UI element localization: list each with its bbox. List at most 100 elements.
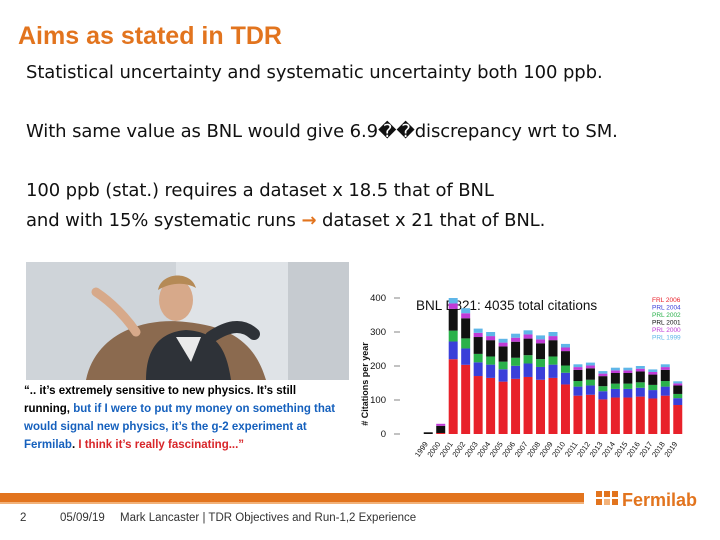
legend-entry: PRL 2000 — [652, 327, 681, 334]
bar-segment — [635, 371, 645, 383]
bar-segment — [473, 332, 483, 338]
bar-segment — [523, 334, 533, 339]
bar-segment — [498, 381, 508, 434]
logo-text: Fermilab — [622, 490, 697, 510]
bar-segment — [536, 339, 546, 344]
bar-segment — [635, 366, 645, 369]
bar-segment — [536, 343, 546, 360]
bar-segment — [560, 343, 570, 348]
bar-segment — [473, 337, 483, 354]
bar-segment — [585, 394, 595, 434]
bar-segment — [673, 381, 683, 384]
bar-segment — [648, 374, 658, 385]
bar-segment — [486, 340, 496, 357]
bar-segment — [660, 381, 670, 387]
legend-entry: PRL 2004 — [652, 305, 681, 312]
bar-segment — [585, 368, 595, 380]
bar-segment — [461, 348, 471, 365]
bar-segment — [660, 364, 670, 368]
bar-segment — [573, 395, 583, 434]
bar-segment — [436, 432, 446, 434]
bar-segment — [560, 347, 570, 352]
bar-segment — [610, 370, 620, 374]
bar-segment — [585, 385, 595, 395]
bar-segment — [648, 384, 658, 391]
bar-segment — [461, 308, 471, 314]
bar-segment — [461, 364, 471, 434]
bar-segment — [448, 303, 458, 309]
bar-segment — [560, 384, 570, 434]
quote-part-4: I think it’s really fascinating...” — [78, 439, 245, 451]
bar-segment — [598, 371, 608, 374]
bar-segment — [548, 332, 558, 337]
bar-segment — [536, 379, 546, 434]
bar-segment — [623, 367, 633, 371]
bar-segment — [660, 367, 670, 370]
bar-segment — [573, 364, 583, 368]
footer-bar — [0, 493, 584, 502]
bar-segment — [448, 341, 458, 360]
bar-segment — [436, 425, 446, 433]
citations-chart-svg: BNL E821: 4035 total citations # Citatio… — [360, 293, 683, 459]
bar-segment — [598, 391, 608, 400]
bar-segment — [560, 351, 570, 366]
bar-segment — [598, 386, 608, 392]
quote-part-1: “.. it’s extremely sensitive to new phys… — [24, 385, 297, 415]
bar-segment — [511, 333, 521, 338]
bar-segment — [473, 362, 483, 377]
bar-segment — [573, 369, 583, 382]
bar-segment — [548, 340, 558, 357]
bar-segment — [511, 378, 521, 434]
bar-segment — [548, 377, 558, 434]
bar-segment — [648, 398, 658, 434]
bar-segment — [598, 376, 608, 387]
bar-segment — [461, 338, 471, 349]
y-tick-label: 300 — [370, 327, 386, 338]
y-tick-label: 400 — [370, 293, 386, 304]
bar-segment — [523, 338, 533, 356]
bar-segment — [511, 357, 521, 366]
bar-segment — [511, 341, 521, 358]
bar-segment — [635, 387, 645, 397]
bar-segment — [448, 308, 458, 331]
bar-segment — [523, 355, 533, 364]
legend-entry: FRL 2006 — [652, 297, 681, 304]
bar-segment — [623, 370, 633, 374]
bar-segment — [610, 373, 620, 384]
text-line-4: and with 15% systematic runs → dataset x… — [26, 210, 545, 231]
bar-segment — [648, 369, 658, 372]
bar-segment — [573, 367, 583, 370]
bar-segment — [560, 372, 570, 385]
right-arrow-icon: → — [301, 210, 317, 231]
bar-segment — [498, 369, 508, 382]
bar-segment — [635, 382, 645, 388]
footer-date: 05/09/19 — [60, 512, 105, 524]
bar-segment — [573, 381, 583, 387]
bar-segment — [648, 371, 658, 375]
text-line-1: Statistical uncertainty and systematic u… — [26, 62, 603, 83]
y-tick-label: 200 — [370, 361, 386, 372]
text-line-2: With same value as BNL would give 6.9��d… — [26, 121, 618, 142]
bar-segment — [486, 364, 496, 378]
bar-segment — [623, 397, 633, 434]
speaker-photo-drawing — [26, 262, 349, 380]
x-tick-label: 2019 — [662, 440, 679, 459]
slide-title: Aims as stated in TDR — [18, 22, 282, 50]
bar-segment — [461, 318, 471, 339]
bar-segment — [548, 336, 558, 341]
bar-segment — [498, 338, 508, 343]
bar-segment — [623, 373, 633, 384]
bar-segment — [486, 332, 496, 337]
legend-entry: PRL 1999 — [652, 335, 681, 342]
bar-segment — [673, 383, 683, 386]
bar-segment — [523, 330, 533, 335]
bar-segment — [498, 361, 508, 370]
text-line-3: 100 ppb (stat.) requires a dataset x 18.… — [26, 180, 494, 201]
bar-segment — [610, 397, 620, 434]
chart-ylabel: # Citations per year — [360, 342, 370, 426]
quote-text: “.. it’s extremely sensitive to new phys… — [24, 382, 344, 454]
bar-segment — [635, 396, 645, 434]
bar-segment — [610, 388, 620, 398]
bar-segment — [660, 369, 670, 382]
bar-segment — [461, 313, 471, 319]
